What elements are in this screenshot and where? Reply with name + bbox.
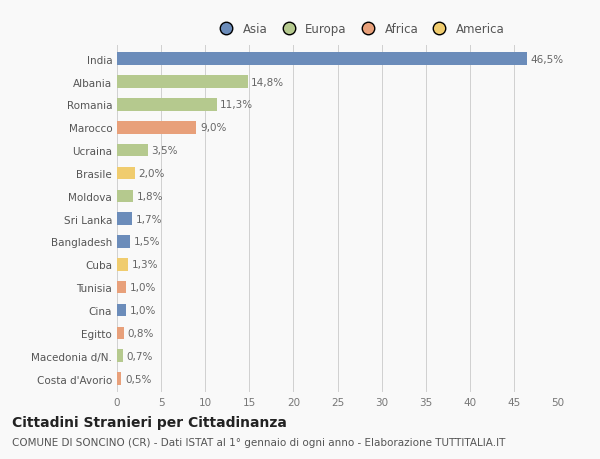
Bar	[117, 190, 133, 202]
Text: 9,0%: 9,0%	[200, 123, 226, 133]
Text: 2,0%: 2,0%	[138, 168, 164, 179]
Bar	[117, 236, 130, 248]
Text: 1,5%: 1,5%	[134, 237, 160, 247]
Legend: Asia, Europa, Africa, America: Asia, Europa, Africa, America	[212, 21, 507, 38]
Text: Cittadini Stranieri per Cittadinanza: Cittadini Stranieri per Cittadinanza	[12, 415, 287, 429]
Bar	[117, 373, 121, 385]
Text: 1,8%: 1,8%	[136, 191, 163, 202]
Text: 14,8%: 14,8%	[251, 78, 284, 87]
Bar	[117, 167, 134, 180]
Bar	[117, 304, 126, 317]
Bar	[117, 99, 217, 112]
Text: 0,7%: 0,7%	[127, 351, 153, 361]
Bar	[117, 327, 124, 340]
Bar	[117, 258, 128, 271]
Text: 3,5%: 3,5%	[151, 146, 178, 156]
Text: 1,0%: 1,0%	[130, 305, 156, 315]
Bar	[117, 213, 132, 225]
Text: 1,3%: 1,3%	[132, 260, 158, 270]
Text: 1,0%: 1,0%	[130, 283, 156, 292]
Text: 1,7%: 1,7%	[136, 214, 162, 224]
Text: 0,5%: 0,5%	[125, 374, 151, 384]
Bar	[117, 122, 196, 134]
Bar	[117, 350, 123, 362]
Bar	[117, 145, 148, 157]
Text: COMUNE DI SONCINO (CR) - Dati ISTAT al 1° gennaio di ogni anno - Elaborazione TU: COMUNE DI SONCINO (CR) - Dati ISTAT al 1…	[12, 437, 505, 447]
Bar	[117, 53, 527, 66]
Bar	[117, 76, 248, 89]
Text: 11,3%: 11,3%	[220, 100, 253, 110]
Text: 0,8%: 0,8%	[128, 328, 154, 338]
Bar	[117, 281, 126, 294]
Text: 46,5%: 46,5%	[530, 55, 564, 65]
